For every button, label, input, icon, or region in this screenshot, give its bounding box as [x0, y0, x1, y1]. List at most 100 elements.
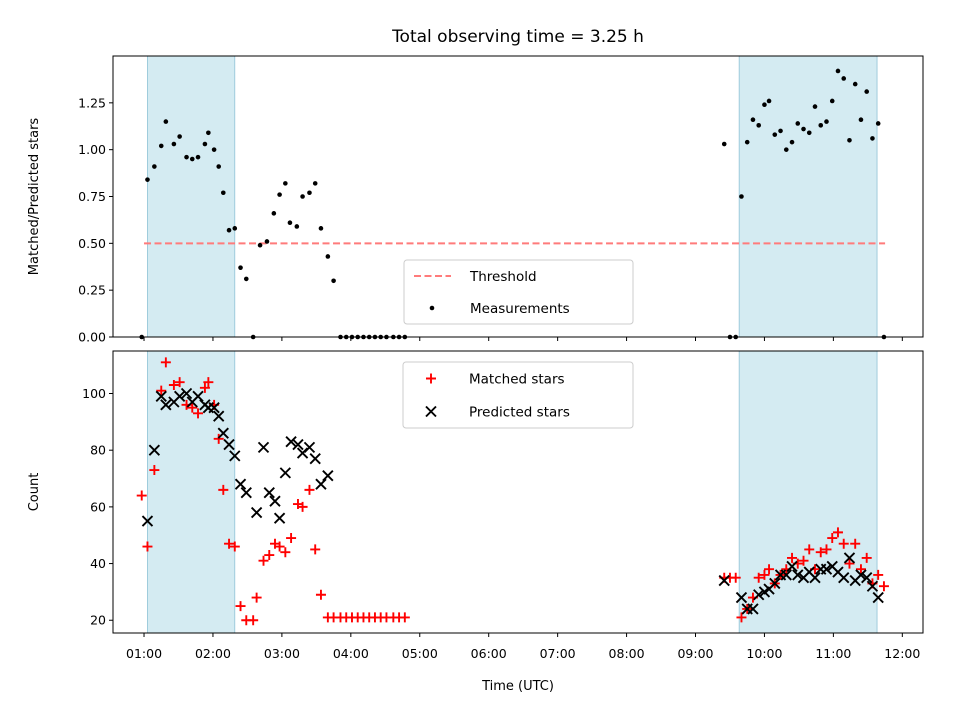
predicted-stars-point-6 — [180, 387, 193, 400]
matched-stars-point-8 — [187, 402, 198, 413]
matched-stars-point-68 — [844, 558, 855, 569]
measurements-point-20 — [257, 242, 263, 248]
y-tick-label: 0.75 — [78, 189, 106, 204]
measurements-point-53 — [766, 98, 772, 104]
measurements-point-7 — [184, 154, 189, 160]
ratio-panel: 0.00 0.25 0.50 0.75 1.00 1.25 Matched/Predicte… — [27, 55, 924, 345]
legend-entry-label: Measurements — [470, 301, 570, 317]
matched-stars-point-10 — [199, 382, 210, 393]
measurements-point-21 — [264, 239, 270, 244]
x-tick-label: 11:00 — [815, 646, 851, 661]
predicted-stars-point-53 — [855, 569, 867, 581]
measurements-point-59 — [801, 126, 806, 132]
y-tick-label: 40 — [90, 556, 106, 571]
predicted-stars-point-40 — [780, 569, 792, 581]
matched-stars-point-60 — [798, 555, 809, 566]
predicted-stars-point-29 — [315, 478, 327, 490]
measurements-point-54 — [772, 132, 778, 137]
predicted-stars-point-17 — [240, 487, 252, 499]
axes-frame-1 — [112, 350, 924, 634]
predicted-stars-point-50 — [838, 572, 850, 584]
observing-window-span-1 — [738, 55, 878, 338]
matched-stars-point-20 — [251, 592, 262, 603]
measurements-point-51 — [756, 123, 762, 128]
measurements-point-48 — [739, 194, 744, 199]
x-axis-label: Time (UTC) — [481, 679, 554, 694]
matched-stars-point-11 — [203, 377, 214, 388]
matched-stars-point-69 — [850, 538, 861, 549]
predicted-stars-point-56 — [872, 591, 884, 604]
matched-stars-point-54 — [764, 564, 775, 575]
predicted-stars-point-27 — [303, 441, 316, 454]
measurements-point-22 — [271, 211, 277, 216]
matched-stars-point-48 — [730, 572, 741, 583]
predicted-stars-point-20 — [263, 487, 275, 499]
predicted-stars-point-32 — [735, 591, 748, 604]
y-tick-label: 0.00 — [78, 330, 106, 345]
measurements-point-31 — [325, 254, 331, 259]
measurements-point-17 — [238, 265, 243, 270]
matched-stars-point-4 — [160, 357, 171, 368]
x-tick-label: 09:00 — [677, 646, 713, 661]
predicted-stars-point-45 — [809, 572, 821, 584]
matched-stars-point-6 — [174, 377, 185, 388]
matched-stars-point-70 — [855, 564, 866, 575]
measurements-point-13 — [216, 164, 222, 169]
measurements-point-57 — [789, 139, 795, 145]
measurements-point-71 — [870, 136, 875, 141]
predicted-stars-point-18 — [250, 506, 263, 519]
measurements-point-58 — [795, 121, 801, 126]
matched-stars-point-31 — [315, 589, 326, 600]
y-tick-label: 20 — [90, 613, 106, 628]
predicted-stars-point-22 — [273, 512, 286, 524]
matched-stars-point-28 — [297, 501, 308, 512]
observing-window-span-1 — [738, 350, 878, 634]
y-axis-label: Count — [27, 473, 42, 512]
measurements-point-70 — [864, 89, 870, 94]
legend-measurements-symbol — [429, 305, 435, 311]
y-tick-label: 60 — [90, 499, 106, 514]
measurements-point-72 — [875, 121, 881, 126]
matched-stars-point-13 — [213, 433, 224, 444]
measurements-point-4 — [163, 119, 169, 124]
measurements-point-63 — [824, 119, 829, 124]
predicted-stars-point-19 — [257, 441, 270, 454]
legend-predicted-symbol — [425, 405, 437, 418]
predicted-stars-point-16 — [234, 478, 247, 490]
measurements-point-23 — [277, 192, 282, 197]
predicted-stars-point-35 — [753, 589, 765, 601]
measurements-point-14 — [220, 190, 226, 196]
legend-box-1 — [402, 361, 634, 429]
predicted-stars-point-41 — [786, 560, 798, 573]
matched-stars-point-22 — [264, 550, 275, 561]
matched-stars-point-61 — [804, 544, 815, 555]
measurements-point-55 — [778, 128, 783, 134]
measurements-point-64 — [829, 98, 835, 104]
measurements-point-61 — [812, 104, 818, 109]
chart-title: Total observing time = 3.25 h — [391, 27, 644, 47]
matched-stars-point-45 — [399, 612, 410, 623]
measurements-point-16 — [232, 226, 238, 231]
matched-stars-point-49 — [736, 612, 747, 623]
measurements-point-8 — [189, 156, 195, 162]
legend-matched-symbol — [426, 373, 436, 384]
measurements-point-60 — [806, 130, 812, 136]
x-tick-label: 02:00 — [195, 646, 231, 661]
matched-stars-point-64 — [821, 544, 832, 555]
measurements-point-32 — [331, 278, 336, 284]
measurements-point-3 — [158, 143, 164, 149]
predicted-stars-point-2 — [155, 390, 167, 403]
matched-stars-point-58 — [787, 552, 798, 563]
predicted-stars-point-24 — [285, 436, 297, 448]
predicted-stars-point-3 — [160, 399, 172, 411]
measurements-point-26 — [294, 224, 300, 229]
measurements-point-65 — [835, 68, 841, 74]
measurements-point-49 — [744, 139, 750, 145]
predicted-stars-point-8 — [192, 390, 204, 403]
matched-stars-point-15 — [224, 538, 235, 549]
x-tick-label: 04:00 — [333, 646, 369, 661]
predicted-stars-point-14 — [223, 438, 235, 451]
measurements-point-18 — [243, 276, 249, 282]
matched-stars-point-66 — [832, 527, 843, 538]
predicted-stars-point-28 — [309, 453, 321, 465]
